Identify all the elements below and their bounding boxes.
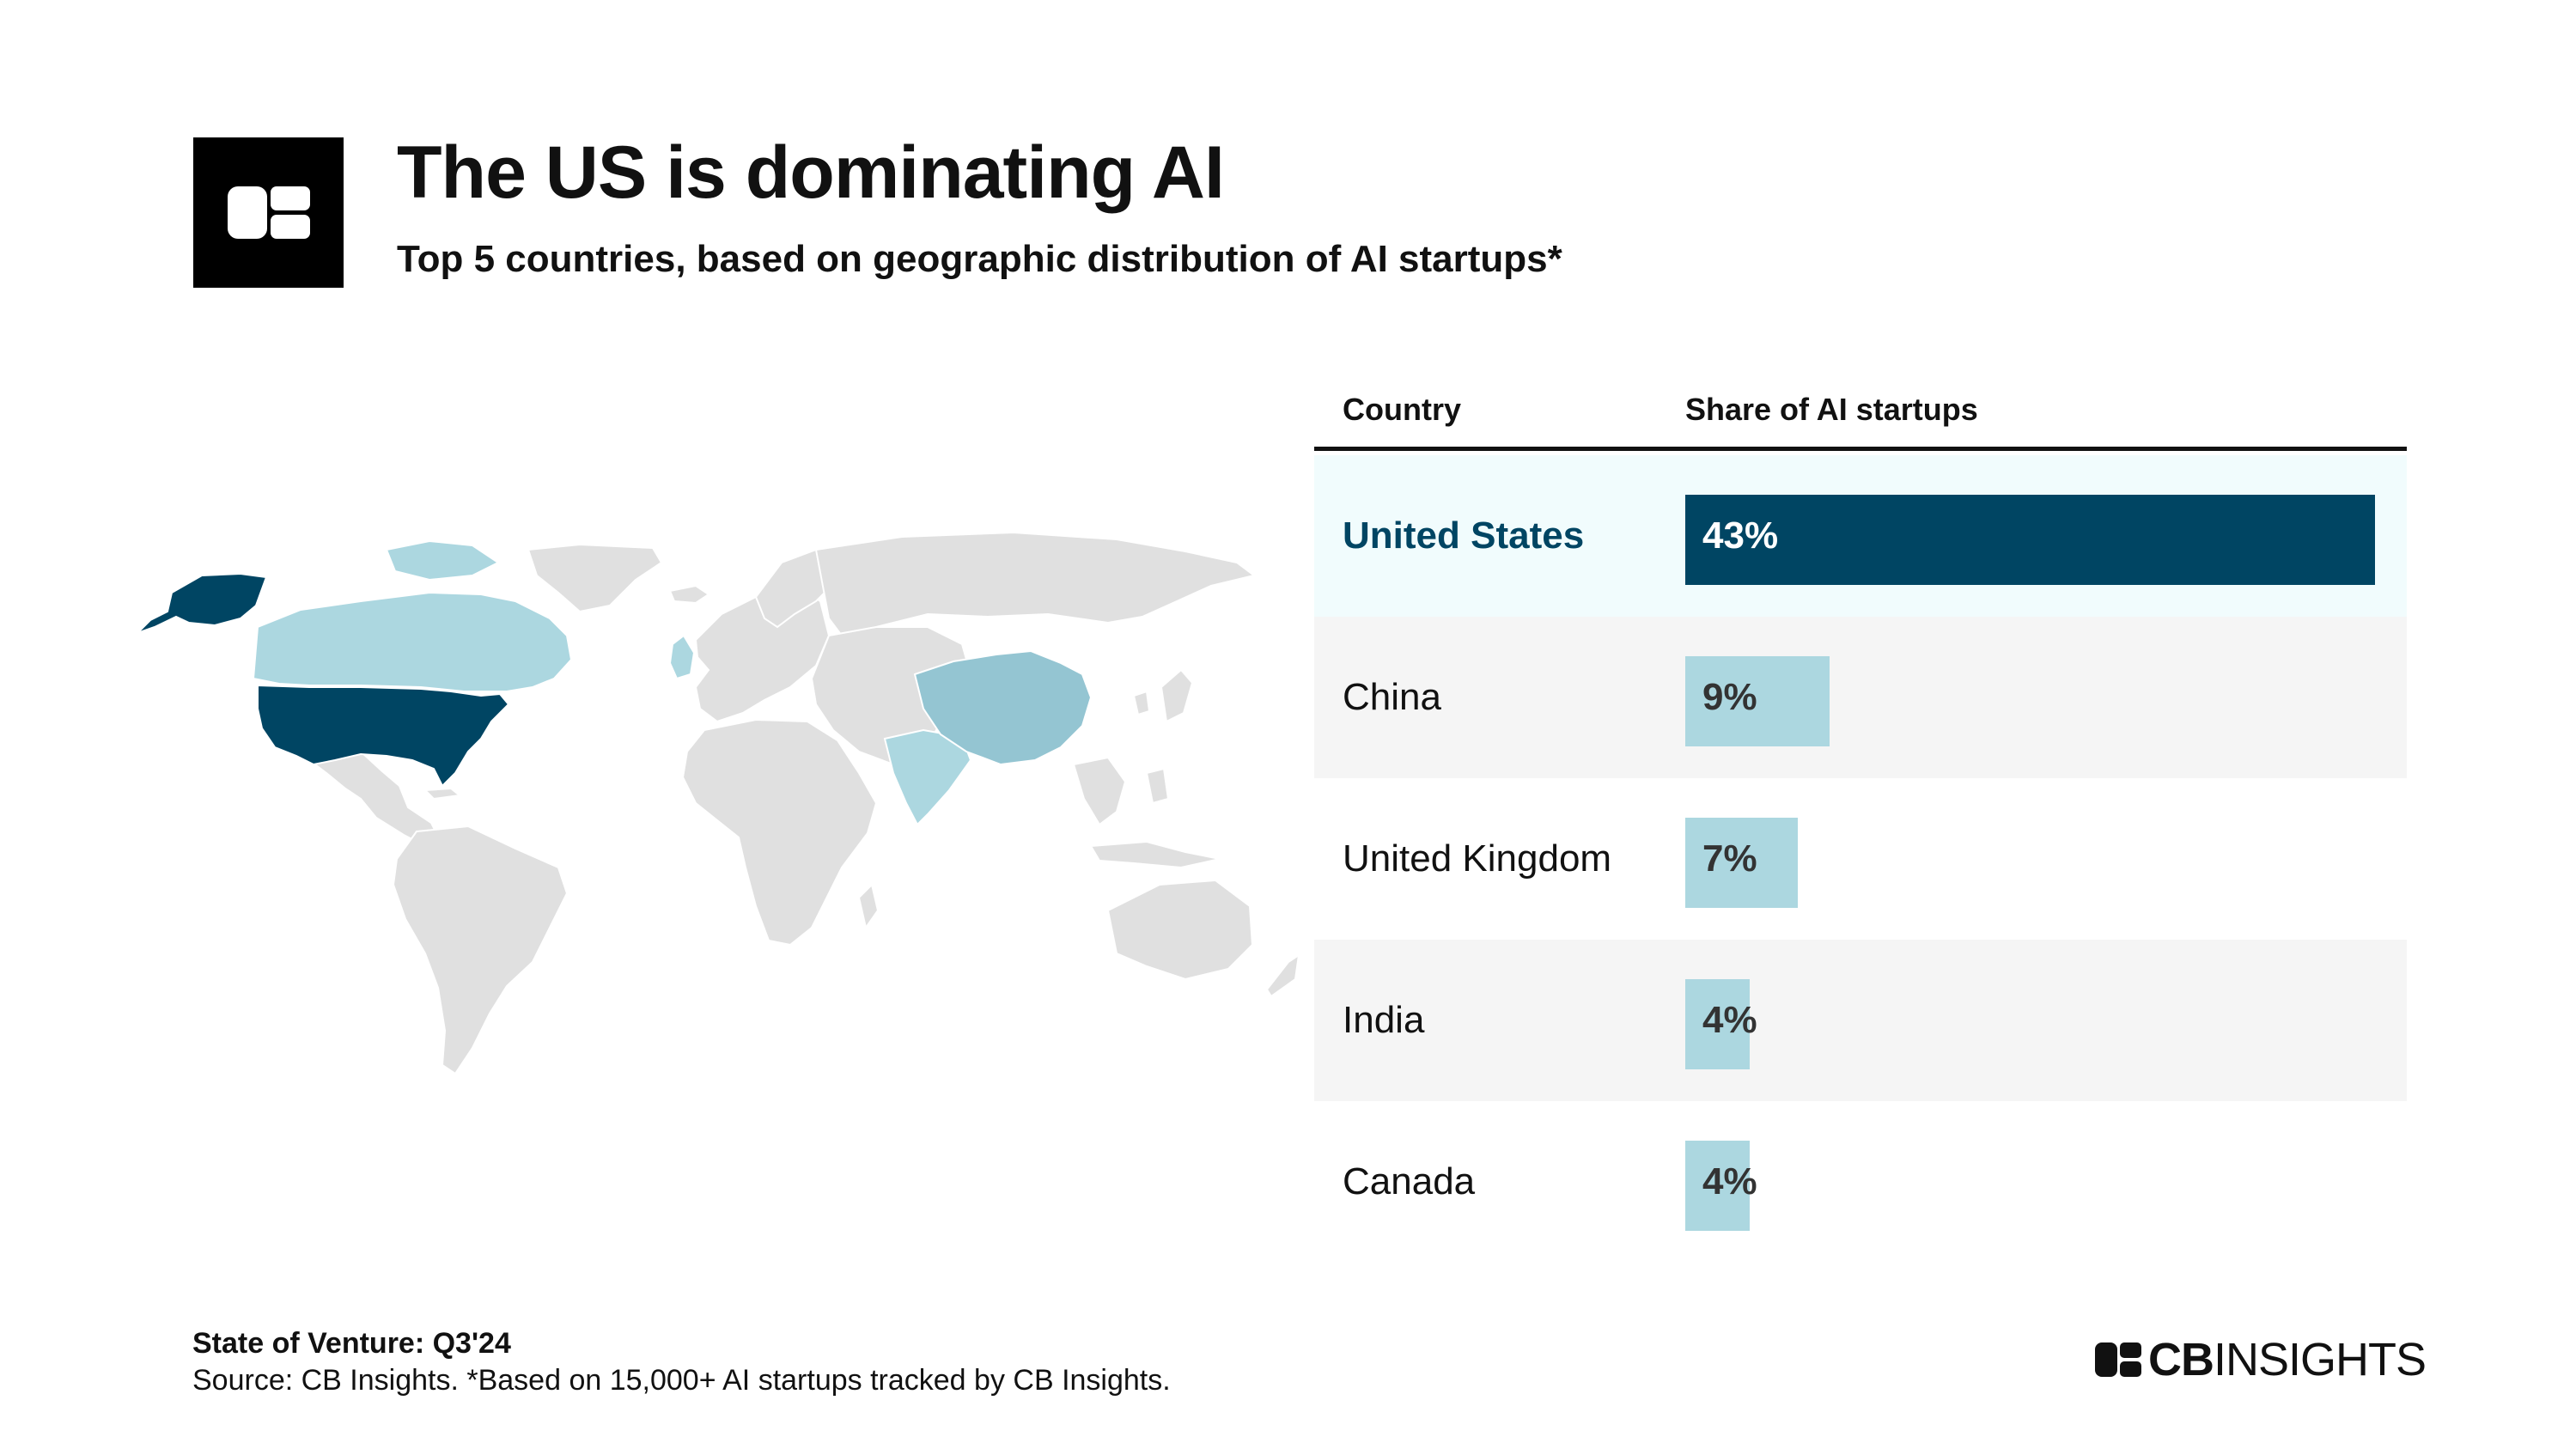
share-value-label: 4% (1702, 1160, 1757, 1202)
country-label: Canada (1343, 1160, 1476, 1202)
share-bar (1685, 979, 1750, 1069)
column-header-share: Share of AI startups (1685, 392, 1978, 427)
share-bar (1685, 818, 1798, 908)
cb-insights-logo-icon (2095, 1342, 2141, 1377)
country-label: India (1343, 999, 1425, 1041)
report-name: State of Venture: Q3'24 (192, 1327, 511, 1360)
share-value-label: 43% (1702, 514, 1779, 557)
map-light-countries (252, 539, 972, 826)
table-row: China 9% (1314, 617, 2407, 778)
chart-subtitle: Top 5 countries, based on geographic dis… (397, 238, 1562, 280)
header-divider (1314, 447, 2407, 451)
share-bar (1685, 1141, 1750, 1231)
brand-name-rest: INSIGHTS (2214, 1334, 2427, 1385)
map-dark-countries (137, 572, 510, 788)
table-row: United Kingdom 7% (1314, 778, 2407, 940)
table-row: Canada 4% (1314, 1101, 2407, 1263)
share-bar (1685, 656, 1830, 746)
cb-logo-icon (193, 137, 344, 288)
column-header-country: Country (1343, 392, 1461, 427)
share-bar (1685, 495, 2375, 585)
world-map (137, 531, 1300, 1075)
table-row: United States 43% (1314, 455, 2407, 617)
share-value-label: 4% (1702, 999, 1757, 1041)
source-note: Source: CB Insights. *Based on 15,000+ A… (192, 1364, 1171, 1397)
map-medium-countries (913, 649, 1093, 766)
brand-wordmark: CBINSIGHTS (2148, 1334, 2427, 1385)
country-label: China (1343, 676, 1441, 718)
chart-title: The US is dominating AI (397, 131, 1225, 214)
share-value-label: 9% (1702, 676, 1757, 718)
brand-name-bold: CB (2148, 1334, 2214, 1385)
map-other-countries (287, 531, 1300, 1075)
table-row: India 4% (1314, 940, 2407, 1101)
country-label: United Kingdom (1343, 837, 1612, 880)
country-label: United States (1343, 514, 1585, 557)
share-value-label: 7% (1702, 837, 1757, 880)
